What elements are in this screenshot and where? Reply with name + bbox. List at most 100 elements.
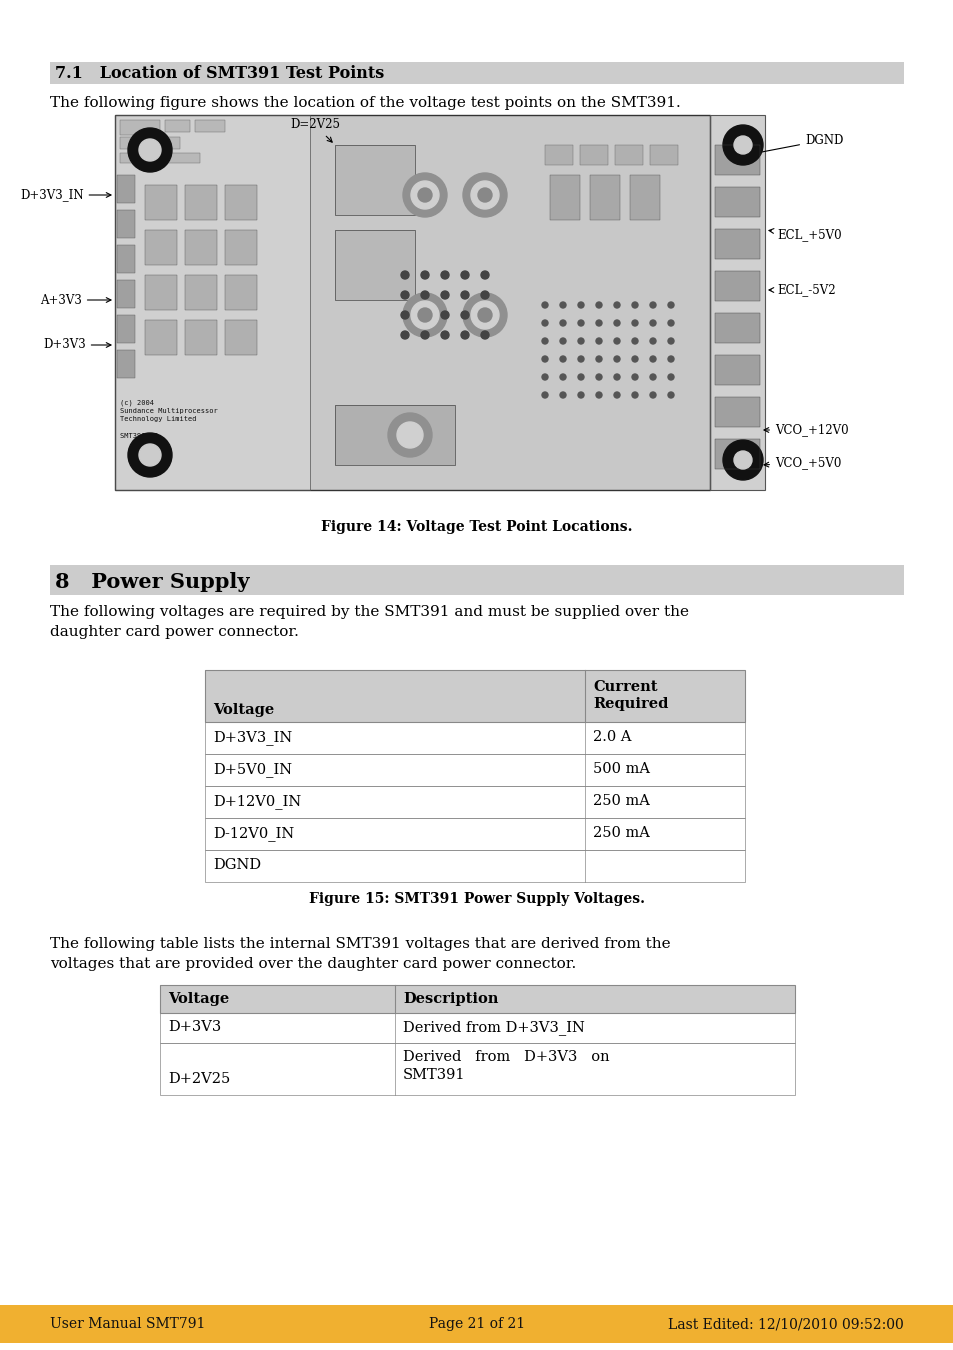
Circle shape [420,310,429,319]
Bar [589,176,619,220]
Bar [335,405,455,464]
Bar [160,1012,794,1044]
Circle shape [396,423,422,448]
Text: (c) 2004
Sundance Multiprocessor
Technology Limited

SMT391 U2: (c) 2004 Sundance Multiprocessor Technol… [120,400,217,439]
Bar [117,315,135,343]
Circle shape [559,338,565,344]
Bar [544,144,573,165]
Text: Figure 15: SMT391 Power Supply Voltages.: Figure 15: SMT391 Power Supply Voltages. [309,892,644,906]
Text: D+3V3: D+3V3 [43,339,111,351]
Circle shape [578,374,583,379]
Bar [714,271,760,301]
Circle shape [402,173,447,217]
Bar [629,176,659,220]
Bar [50,566,903,595]
Bar [160,153,200,163]
Circle shape [596,320,601,325]
Bar [117,244,135,273]
Circle shape [578,392,583,398]
Bar [145,185,177,220]
Text: 250 mA: 250 mA [593,794,649,809]
Bar [185,230,216,265]
Bar [649,144,678,165]
Bar [205,818,744,850]
Text: A+3V3: A+3V3 [40,293,111,306]
Bar [145,320,177,355]
Circle shape [400,292,409,298]
Bar [335,144,415,215]
Bar [714,188,760,217]
Circle shape [631,392,638,398]
Circle shape [477,188,492,202]
Text: 500 mA: 500 mA [593,761,649,776]
Circle shape [559,392,565,398]
Bar [117,279,135,308]
Bar [145,320,177,355]
Circle shape [480,331,489,339]
Bar [120,136,180,148]
Circle shape [471,301,498,329]
Circle shape [139,444,161,466]
Text: VCO_+12V0: VCO_+12V0 [763,424,848,436]
Text: D+3V3_IN: D+3V3_IN [20,189,111,201]
Text: Derived   from   D+3V3   on: Derived from D+3V3 on [402,1050,609,1064]
Bar [205,670,744,722]
Bar [145,230,177,265]
Bar [117,315,135,343]
Text: The following table lists the internal SMT391 voltages that are derived from the: The following table lists the internal S… [50,937,670,950]
Circle shape [440,331,449,339]
Text: Figure 14: Voltage Test Point Locations.: Figure 14: Voltage Test Point Locations. [321,520,632,535]
Circle shape [614,338,619,344]
Bar [160,986,794,1012]
Bar [205,786,744,818]
Circle shape [462,173,506,217]
Text: The following voltages are required by the SMT391 and must be supplied over the: The following voltages are required by t… [50,605,688,620]
Circle shape [440,292,449,298]
Bar [165,120,190,132]
Circle shape [417,188,432,202]
Bar [714,439,760,468]
Bar [194,120,225,132]
Bar [714,313,760,343]
Circle shape [667,392,673,398]
Text: 8   Power Supply: 8 Power Supply [55,572,250,593]
Text: SMT391: SMT391 [402,1068,465,1081]
Bar [50,62,903,84]
Circle shape [596,302,601,308]
Text: Current
Required: Current Required [593,680,668,711]
Circle shape [541,392,547,398]
Bar [225,185,256,220]
Bar [185,230,216,265]
Bar [714,271,760,301]
Circle shape [578,302,583,308]
Circle shape [471,181,498,209]
Bar [615,144,642,165]
Bar [205,670,744,722]
Bar [115,115,310,490]
Text: voltages that are provided over the daughter card power connector.: voltages that are provided over the daug… [50,957,576,971]
Circle shape [631,356,638,362]
Circle shape [667,374,673,379]
Circle shape [649,320,656,325]
Bar [225,275,256,310]
Circle shape [400,331,409,339]
Text: Voltage: Voltage [168,992,229,1006]
Circle shape [541,320,547,325]
Text: Page 21 of 21: Page 21 of 21 [429,1318,524,1331]
Bar [714,188,760,217]
Circle shape [596,356,601,362]
Circle shape [477,308,492,323]
Circle shape [631,374,638,379]
Bar [117,350,135,378]
Circle shape [596,392,601,398]
Circle shape [420,292,429,298]
Text: D+3V3: D+3V3 [168,1021,221,1034]
Circle shape [733,451,751,468]
Bar [225,320,256,355]
Bar [185,185,216,220]
Bar [205,818,744,850]
Bar [115,115,709,490]
Circle shape [541,356,547,362]
Bar [714,230,760,259]
Bar [120,153,154,163]
